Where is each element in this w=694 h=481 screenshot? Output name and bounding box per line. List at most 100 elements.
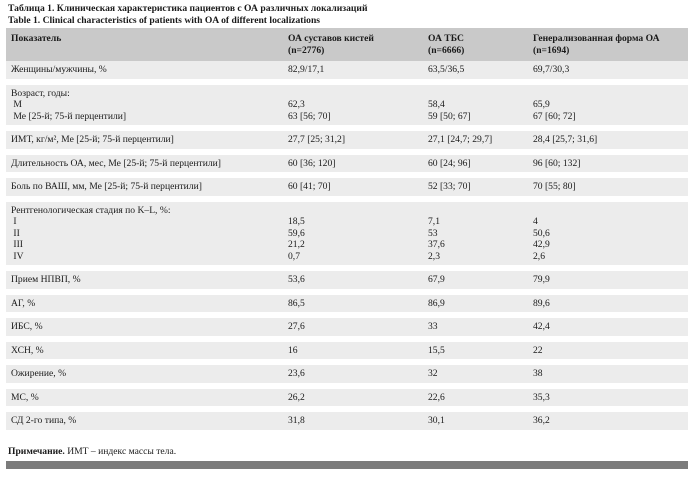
generalized-oa-cell: 4 50,6 42,9 2,6 [528, 201, 688, 265]
indicator-cell: АГ, % [6, 294, 283, 312]
hip-oa-cell: 15,5 [423, 341, 528, 359]
cell-line: 42,9 [533, 239, 550, 250]
header-generalized-oa-title: Генерализованная форма ОА [533, 33, 660, 44]
table-row: МС, % 26,2 22,6 35,3 [6, 388, 688, 406]
generalized-oa-cell: 79,9 [528, 271, 688, 289]
hand-oa-cell: 62,3 63 [56; 70] [283, 84, 423, 125]
hand-oa-cell: 60 [41; 70] [283, 178, 423, 196]
generalized-oa-cell: 96 [60; 132] [528, 154, 688, 172]
row-gap [6, 265, 688, 271]
cell-line: 15,5 [428, 344, 445, 356]
table-row: Длительность ОА, мес, Ме [25-й; 75-й пер… [6, 154, 688, 172]
cell-line: 52 [33; 70] [428, 181, 471, 192]
cell-line: 36,2 [533, 415, 550, 426]
row-gap [6, 125, 688, 131]
hand-oa-cell: 86,5 [283, 294, 423, 312]
cell-line: АГ, % [11, 297, 36, 309]
cell-line: 21,2 [288, 239, 305, 250]
row-gap-cell [6, 335, 688, 342]
hip-oa-cell: 32 [423, 365, 528, 383]
cell-line: 79,9 [533, 274, 550, 285]
hand-oa-cell: 27,7 [25; 31,2] [283, 131, 423, 149]
cell-line: 27,7 [25; 31,2] [288, 134, 346, 145]
generalized-oa-cell: 35,3 [528, 388, 688, 406]
cell-line: I [11, 216, 17, 227]
cell-line: 63 [56; 70] [288, 110, 331, 122]
hip-oa-cell: 58,4 59 [50; 67] [423, 84, 528, 125]
cell-line: 42,4 [533, 321, 550, 332]
cell-line: 16 [288, 344, 298, 356]
hip-oa-cell: 27,1 [24,7; 29,7] [423, 131, 528, 149]
cell-line: Боль по ВАШ, мм, Ме [25-й; 75-й перценти… [11, 181, 202, 192]
cell-line: 67,9 [428, 274, 445, 285]
row-gap [6, 382, 688, 389]
table-body: Женщины/мужчины, % 82,9/17,1 63,5/36,5 69,7… [6, 61, 688, 430]
cell-line: 30,1 [428, 415, 445, 426]
indicator-cell: МС, % [6, 388, 283, 406]
hip-oa-cell: 7,1 53 37,6 2,3 [423, 201, 528, 265]
bottom-divider-bar [6, 461, 688, 469]
cell-line: 22 [533, 344, 543, 356]
cell-line: ИМТ, кг/м², Ме [25-й; 75-й перцентили] [11, 134, 174, 145]
row-gap-cell [6, 78, 688, 85]
generalized-oa-cell: 70 [55; 80] [528, 178, 688, 196]
cell-line: 62,3 [288, 99, 305, 110]
generalized-oa-cell: 22 [528, 341, 688, 359]
row-gap-cell [6, 172, 688, 178]
row-gap [6, 406, 688, 412]
cell-line: 50,6 [533, 227, 550, 239]
hip-oa-cell: 63,5/36,5 [423, 61, 528, 79]
hand-oa-cell: 23,6 [283, 365, 423, 383]
row-gap [6, 335, 688, 342]
cell-line: 18,5 [288, 216, 305, 227]
cell-line: СД 2-го типа, % [11, 415, 77, 426]
caption-ru: Таблица 1. Клиническая характеристика па… [8, 3, 368, 14]
hip-oa-cell: 22,6 [423, 388, 528, 406]
hand-oa-cell: 27,6 [283, 318, 423, 336]
table-row: АГ, % 86,5 86,9 89,6 [6, 294, 688, 312]
header-generalized-oa: Генерализованная форма ОА (n=1694) [528, 28, 688, 61]
row-gap-cell [6, 125, 688, 131]
hand-oa-cell: 60 [36; 120] [283, 154, 423, 172]
hip-oa-cell: 67,9 [423, 271, 528, 289]
cell-line: 96 [60; 132] [533, 157, 581, 169]
cell-line: 33 [428, 321, 438, 332]
row-gap-cell [6, 288, 688, 295]
cell-line: 58,4 [428, 99, 445, 110]
cell-line: 89,6 [533, 297, 550, 309]
indicator-cell: Боль по ВАШ, мм, Ме [25-й; 75-й перценти… [6, 178, 283, 196]
cell-line: 37,6 [428, 239, 445, 250]
indicator-cell: Длительность ОА, мес, Ме [25-й; 75-й пер… [6, 154, 283, 172]
table-row: Прием НПВП, % 53,6 67,9 79,9 [6, 271, 688, 289]
cell-line: 38 [533, 368, 543, 379]
hand-oa-cell: 26,2 [283, 388, 423, 406]
cell-line: 2,6 [533, 250, 545, 262]
table-row: ИМТ, кг/м², Ме [25-й; 75-й перцентили] 27… [6, 131, 688, 149]
hip-oa-cell: 86,9 [423, 294, 528, 312]
cell-line: ИБС, % [11, 321, 43, 332]
note-text: ИМТ – индекс массы тела. [64, 446, 177, 457]
row-gap [6, 312, 688, 318]
row-gap-cell [6, 265, 688, 271]
cell-line: II [11, 227, 20, 239]
cell-line: 31,8 [288, 415, 305, 426]
cell-line: 70 [55; 80] [533, 181, 576, 192]
header-hand-oa-title: ОА суставов кистей [288, 33, 374, 44]
header-hip-oa: ОА ТБС (n=6666) [423, 28, 528, 61]
cell-line: МС, % [11, 391, 39, 403]
hip-oa-cell: 52 [33; 70] [423, 178, 528, 196]
cell-line: Возраст, годы: [11, 87, 70, 99]
cell-line: 22,6 [428, 391, 445, 403]
cell-line: 28,4 [25,7; 31,6] [533, 134, 598, 145]
cell-line: 26,2 [288, 391, 305, 403]
indicator-cell: ИБС, % [6, 318, 283, 336]
cell-line [533, 205, 688, 217]
cell-line [428, 205, 528, 217]
table-header-row: Показатель ОА суставов кистей (n=2776) О… [6, 28, 688, 61]
note-label: Примечание. [8, 446, 65, 457]
cell-line: 60 [36; 120] [288, 157, 336, 169]
generalized-oa-cell: 65,9 67 [60; 72] [528, 84, 688, 125]
row-gap [6, 195, 688, 202]
cell-line: 2,3 [428, 250, 440, 262]
header-hip-oa-n: (n=6666) [428, 44, 465, 56]
